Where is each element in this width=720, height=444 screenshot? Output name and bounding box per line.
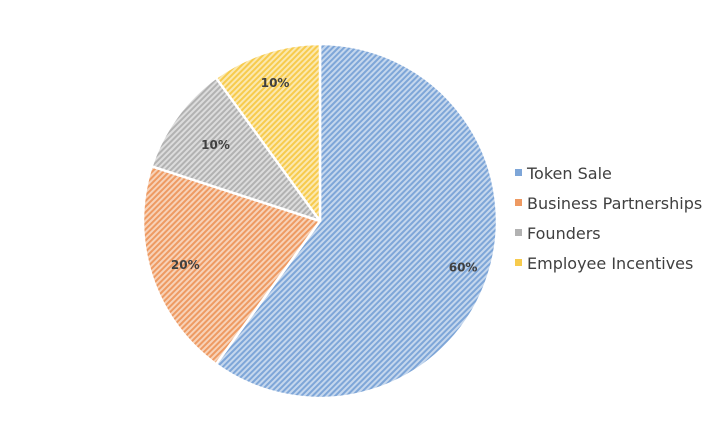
legend-label-business-partnerships: Business Partnerships <box>527 194 702 213</box>
data-label-employee-incentives: 10% <box>261 76 290 90</box>
chart-legend: Token Sale Business Partnerships Founders E… <box>515 164 702 273</box>
pie-slices <box>141 42 499 400</box>
legend-swatch-token-sale <box>515 169 522 176</box>
legend-swatch-founders <box>515 229 522 236</box>
pie-slice-employee-incentives <box>214 42 322 223</box>
data-label-business-partnerships: 20% <box>171 258 200 272</box>
legend-label-founders: Founders <box>527 224 601 243</box>
data-label-founders: 10% <box>201 138 230 152</box>
legend-label-employee-incentives: Employee Incentives <box>527 254 693 273</box>
legend-swatch-business-partnerships <box>515 199 522 206</box>
legend-swatch-employee-incentives <box>515 259 522 266</box>
pie-slice-business-partnerships <box>141 165 322 366</box>
pie-slice-token-sale <box>214 42 499 400</box>
legend-label-token-sale: Token Sale <box>526 164 612 183</box>
pie-data-labels: 60% 20% 10% 10% <box>171 76 478 275</box>
pie-slice-founders <box>150 76 322 223</box>
data-label-token-sale: 60% <box>449 261 478 275</box>
